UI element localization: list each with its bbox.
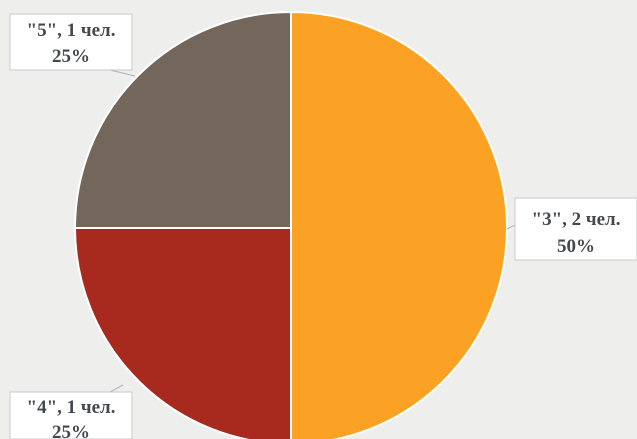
pie-slice-1	[290, 10, 508, 439]
pie-slice-3	[73, 10, 292, 229]
label-leader-line	[109, 384, 124, 393]
data-label-2: "4", 1 чел. 25%	[9, 384, 133, 439]
label-leader-line	[506, 224, 516, 230]
label-leader-line	[109, 69, 136, 77]
label-percent: 25%	[52, 46, 90, 67]
label-category-count: "5", 1 чел.	[27, 20, 116, 41]
label-box	[9, 13, 133, 71]
label-percent: 50%	[557, 236, 595, 257]
data-label-1: "3", 2 чел. 50%	[506, 197, 637, 261]
label-box	[514, 197, 637, 261]
label-box	[9, 391, 133, 439]
label-percent: 25%	[52, 422, 90, 439]
data-label-3: "5", 1 чел. 25%	[9, 13, 136, 77]
pie-slices	[73, 10, 508, 439]
pie-slice-2	[73, 227, 292, 439]
label-category-count: "3", 2 чел.	[532, 209, 621, 230]
label-category-count: "4", 1 чел.	[27, 397, 116, 418]
data-labels: "3", 2 чел. 50% "4", 1 чел. 25% "5", 1 чел. 2…	[9, 13, 637, 439]
